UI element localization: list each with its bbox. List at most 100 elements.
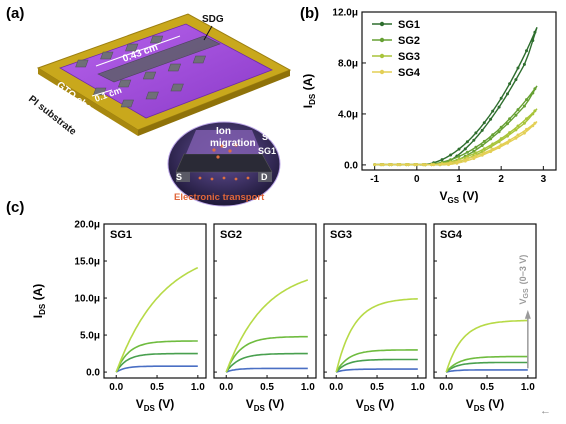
b-point (533, 30, 537, 34)
b-point (499, 96, 503, 100)
b-point (506, 122, 509, 126)
b-legend-label: SG1 (398, 19, 420, 31)
b-point (482, 151, 486, 155)
c-xaxis-title: VDS (V) (356, 397, 394, 413)
b-point (533, 121, 537, 125)
b-legend-marker (379, 53, 385, 59)
b-point (531, 91, 535, 95)
c-xaxis-title: VDS (V) (246, 397, 284, 413)
c-subplot-title: SG4 (440, 229, 463, 241)
b-ytick-label: 4.0μ (338, 109, 358, 120)
c-xtick-label: 0.5 (150, 382, 164, 393)
c-curve-sg1-1 (115, 352, 198, 373)
b-point (396, 163, 400, 167)
b-point (390, 163, 393, 167)
b-point (491, 109, 495, 113)
b-point (499, 143, 503, 147)
b-point (516, 66, 520, 70)
pi-substrate-front (138, 70, 290, 136)
b-point (455, 161, 459, 165)
b-point (457, 147, 461, 151)
c-curve-sg2-0 (225, 367, 308, 373)
b-xaxis-title: VGS (V) (440, 189, 479, 205)
inset-sg2-label: SG2 (262, 132, 280, 142)
b-point (491, 142, 495, 146)
b-yaxis-title: IDS (A) (301, 74, 317, 108)
b-xtick-label: -1 (370, 174, 379, 185)
b-point (440, 158, 444, 162)
c-xtick-label: 0.5 (370, 382, 384, 393)
b-point (404, 163, 408, 167)
b-point (482, 121, 486, 125)
b-point (525, 117, 528, 121)
inset-drain-label: D (261, 172, 268, 182)
c-curve-sg3-0 (335, 368, 418, 373)
b-point (533, 109, 537, 113)
b-point (499, 137, 503, 141)
b-point (514, 128, 518, 132)
c-curve-sg2-2 (225, 335, 308, 373)
c-xtick-label: 0.5 (480, 382, 494, 393)
ito-electrode-pads (75, 35, 206, 108)
b-point (398, 163, 402, 167)
inset-cross-section (167, 121, 281, 207)
c-curve-sg1-3 (115, 266, 199, 373)
b-point (421, 163, 425, 167)
b-point (413, 163, 417, 167)
panel-b-transfer-curves: (b) -1 0 1 2 3 0.0 4.0μ 8.0μ 12.0μ VGS (V) IDS (A)… (300, 5, 557, 205)
electronic-transport-label: Electronic transport (174, 192, 265, 203)
c-xtick-label: 1.0 (411, 382, 425, 393)
c-xtick-label: 0.0 (219, 382, 233, 393)
b-legend-label: SG4 (398, 67, 421, 79)
b-ytick-label: 12.0μ (332, 8, 358, 19)
b-point (525, 98, 528, 102)
c-ytick-label: 0.0 (86, 368, 100, 379)
b-ytick-label: 8.0μ (338, 58, 358, 69)
b-legend-marker (379, 37, 385, 43)
c-xtick-label: 0.0 (439, 382, 453, 393)
b-point (489, 150, 493, 154)
b-xtick-label: 1 (456, 174, 462, 185)
c-xtick-label: 0.0 (109, 382, 123, 393)
gto-channel (59, 23, 273, 119)
b-point (525, 127, 528, 131)
panel-b-letter: (b) (300, 5, 319, 22)
b-point (497, 140, 501, 144)
back-arrow-icon[interactable]: ← (540, 405, 551, 417)
c-curve-sg4-2 (445, 355, 528, 373)
b-point (457, 159, 461, 163)
sdg-pointer (203, 25, 213, 41)
c-ytick-label: 10.0μ (74, 294, 100, 305)
b-point (516, 133, 520, 137)
b-point (482, 139, 486, 143)
c-curve-sg4-3 (445, 319, 528, 373)
b-series-sg1-line (374, 27, 538, 166)
b-point (525, 49, 528, 53)
b-point (474, 145, 478, 149)
b-point (463, 147, 467, 151)
c-subplot-frame (323, 223, 427, 379)
b-xtick-label: 3 (541, 174, 547, 185)
width-dimension-line (91, 89, 113, 97)
b-point (499, 125, 503, 129)
b-point (508, 138, 512, 142)
c-subplot-title: SG1 (110, 229, 132, 241)
b-point (423, 163, 427, 167)
c-subplot-frame (213, 223, 317, 379)
b-point (474, 151, 478, 155)
b-point (531, 39, 535, 42)
ion-label-line2: migration (210, 138, 256, 149)
b-point (497, 105, 501, 109)
c-ytick-label: 5.0μ (80, 331, 100, 342)
c-xtick-label: 1.0 (191, 382, 205, 393)
b-point (522, 121, 526, 125)
b-point (463, 159, 467, 163)
b-point (449, 161, 453, 165)
b-point (465, 150, 469, 154)
b-legend-label: SG3 (398, 51, 420, 63)
c-curve-sg2-1 (225, 352, 308, 373)
c-curve-sg3-3 (335, 298, 418, 373)
panel-a-letter: (a) (6, 5, 24, 22)
c-vgs-arrow-head (524, 309, 531, 319)
